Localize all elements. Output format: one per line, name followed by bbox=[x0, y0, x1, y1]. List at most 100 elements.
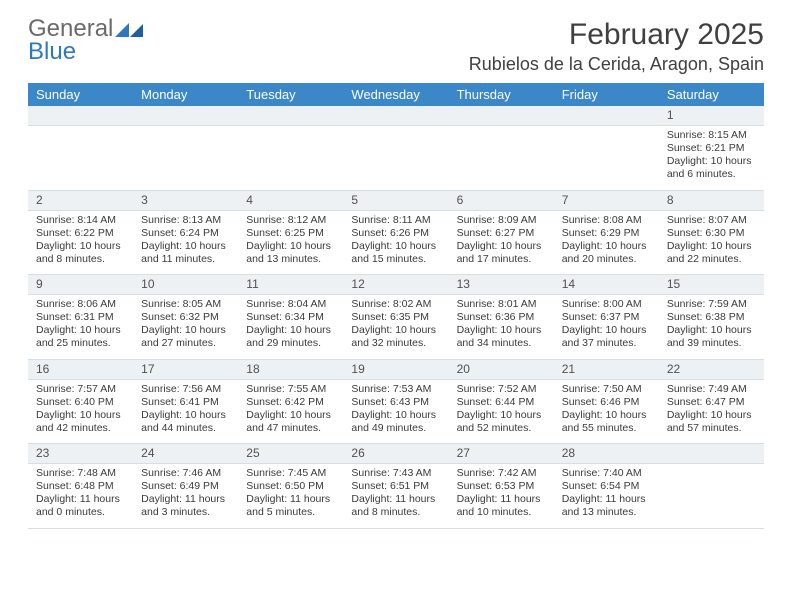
day-data-cell bbox=[133, 126, 238, 191]
sunset-line: Sunset: 6:48 PM bbox=[36, 480, 125, 493]
day-data-cell: Sunrise: 7:43 AMSunset: 6:51 PMDaylight:… bbox=[343, 464, 448, 529]
day-data-cell: Sunrise: 7:40 AMSunset: 6:54 PMDaylight:… bbox=[554, 464, 659, 529]
day-data-cell: Sunrise: 7:49 AMSunset: 6:47 PMDaylight:… bbox=[659, 379, 764, 444]
sunrise-line: Sunrise: 8:04 AM bbox=[246, 298, 335, 311]
day-number-cell: 10 bbox=[133, 275, 238, 295]
weekday-header: Monday bbox=[133, 83, 238, 106]
day-number-cell: 21 bbox=[554, 359, 659, 379]
sunrise-line: Sunrise: 7:49 AM bbox=[667, 383, 756, 396]
day-number-cell: 13 bbox=[449, 275, 554, 295]
day-data-cell: Sunrise: 7:57 AMSunset: 6:40 PMDaylight:… bbox=[28, 379, 133, 444]
day-number-cell: 26 bbox=[343, 444, 448, 464]
day-data-cell: Sunrise: 7:46 AMSunset: 6:49 PMDaylight:… bbox=[133, 464, 238, 529]
sunset-line: Sunset: 6:41 PM bbox=[141, 396, 230, 409]
day-number-cell: 22 bbox=[659, 359, 764, 379]
day-data-cell: Sunrise: 7:55 AMSunset: 6:42 PMDaylight:… bbox=[238, 379, 343, 444]
sunset-line: Sunset: 6:32 PM bbox=[141, 311, 230, 324]
day-data-cell bbox=[28, 126, 133, 191]
day-number-cell: 12 bbox=[343, 275, 448, 295]
weekday-header: Tuesday bbox=[238, 83, 343, 106]
weekday-header: Wednesday bbox=[343, 83, 448, 106]
sunset-line: Sunset: 6:42 PM bbox=[246, 396, 335, 409]
calendar-body: 1Sunrise: 8:15 AMSunset: 6:21 PMDaylight… bbox=[28, 106, 764, 528]
day-data-cell: Sunrise: 7:42 AMSunset: 6:53 PMDaylight:… bbox=[449, 464, 554, 529]
sunrise-line: Sunrise: 7:50 AM bbox=[562, 383, 651, 396]
weekday-header: Sunday bbox=[28, 83, 133, 106]
sunset-line: Sunset: 6:38 PM bbox=[667, 311, 756, 324]
day-number-cell: 5 bbox=[343, 190, 448, 210]
day-data-cell: Sunrise: 8:09 AMSunset: 6:27 PMDaylight:… bbox=[449, 210, 554, 275]
day-data-cell bbox=[238, 126, 343, 191]
weekday-header: Friday bbox=[554, 83, 659, 106]
day-number-cell: 7 bbox=[554, 190, 659, 210]
sunrise-line: Sunrise: 7:43 AM bbox=[351, 467, 440, 480]
sunset-line: Sunset: 6:21 PM bbox=[667, 142, 756, 155]
sunrise-line: Sunrise: 7:46 AM bbox=[141, 467, 230, 480]
day-data-cell: Sunrise: 7:48 AMSunset: 6:48 PMDaylight:… bbox=[28, 464, 133, 529]
sunset-line: Sunset: 6:40 PM bbox=[36, 396, 125, 409]
daylight-line: Daylight: 11 hours and 8 minutes. bbox=[351, 493, 440, 519]
day-number-cell bbox=[133, 106, 238, 126]
day-number-cell: 11 bbox=[238, 275, 343, 295]
daylight-line: Daylight: 10 hours and 37 minutes. bbox=[562, 324, 651, 350]
sunset-line: Sunset: 6:30 PM bbox=[667, 227, 756, 240]
sunrise-line: Sunrise: 8:15 AM bbox=[667, 129, 756, 142]
sunrise-line: Sunrise: 8:00 AM bbox=[562, 298, 651, 311]
sunset-line: Sunset: 6:26 PM bbox=[351, 227, 440, 240]
sunrise-line: Sunrise: 7:59 AM bbox=[667, 298, 756, 311]
day-number-cell: 25 bbox=[238, 444, 343, 464]
daylight-line: Daylight: 10 hours and 15 minutes. bbox=[351, 240, 440, 266]
day-data-cell: Sunrise: 8:15 AMSunset: 6:21 PMDaylight:… bbox=[659, 126, 764, 191]
day-data-cell: Sunrise: 7:53 AMSunset: 6:43 PMDaylight:… bbox=[343, 379, 448, 444]
sunrise-line: Sunrise: 8:11 AM bbox=[351, 214, 440, 227]
daylight-line: Daylight: 10 hours and 11 minutes. bbox=[141, 240, 230, 266]
day-data-cell: Sunrise: 8:02 AMSunset: 6:35 PMDaylight:… bbox=[343, 295, 448, 360]
day-data-cell: Sunrise: 7:50 AMSunset: 6:46 PMDaylight:… bbox=[554, 379, 659, 444]
day-data-cell: Sunrise: 7:52 AMSunset: 6:44 PMDaylight:… bbox=[449, 379, 554, 444]
day-data-cell bbox=[659, 464, 764, 529]
day-number-cell bbox=[28, 106, 133, 126]
day-data-cell: Sunrise: 8:06 AMSunset: 6:31 PMDaylight:… bbox=[28, 295, 133, 360]
daylight-line: Daylight: 10 hours and 17 minutes. bbox=[457, 240, 546, 266]
daylight-line: Daylight: 11 hours and 10 minutes. bbox=[457, 493, 546, 519]
sunset-line: Sunset: 6:34 PM bbox=[246, 311, 335, 324]
day-data-cell bbox=[554, 126, 659, 191]
daylight-line: Daylight: 10 hours and 29 minutes. bbox=[246, 324, 335, 350]
sunrise-line: Sunrise: 8:06 AM bbox=[36, 298, 125, 311]
calendar-table: SundayMondayTuesdayWednesdayThursdayFrid… bbox=[28, 83, 764, 529]
day-data-row: Sunrise: 7:48 AMSunset: 6:48 PMDaylight:… bbox=[28, 464, 764, 529]
day-data-row: Sunrise: 8:06 AMSunset: 6:31 PMDaylight:… bbox=[28, 295, 764, 360]
daylight-line: Daylight: 10 hours and 32 minutes. bbox=[351, 324, 440, 350]
sunrise-line: Sunrise: 8:01 AM bbox=[457, 298, 546, 311]
day-number-cell: 8 bbox=[659, 190, 764, 210]
day-number-cell: 20 bbox=[449, 359, 554, 379]
sunset-line: Sunset: 6:27 PM bbox=[457, 227, 546, 240]
daylight-line: Daylight: 10 hours and 27 minutes. bbox=[141, 324, 230, 350]
daylight-line: Daylight: 10 hours and 34 minutes. bbox=[457, 324, 546, 350]
daylight-line: Daylight: 10 hours and 55 minutes. bbox=[562, 409, 651, 435]
sunrise-line: Sunrise: 7:57 AM bbox=[36, 383, 125, 396]
sunset-line: Sunset: 6:37 PM bbox=[562, 311, 651, 324]
sunset-line: Sunset: 6:36 PM bbox=[457, 311, 546, 324]
sunrise-line: Sunrise: 7:45 AM bbox=[246, 467, 335, 480]
day-number-cell bbox=[343, 106, 448, 126]
sunrise-line: Sunrise: 8:12 AM bbox=[246, 214, 335, 227]
daylight-line: Daylight: 10 hours and 6 minutes. bbox=[667, 155, 756, 181]
day-data-cell bbox=[343, 126, 448, 191]
sunset-line: Sunset: 6:43 PM bbox=[351, 396, 440, 409]
day-number-cell: 2 bbox=[28, 190, 133, 210]
sunrise-line: Sunrise: 8:08 AM bbox=[562, 214, 651, 227]
calendar-page: General Blue February 2025 Rubielos de l… bbox=[0, 0, 792, 547]
sunset-line: Sunset: 6:53 PM bbox=[457, 480, 546, 493]
sunset-line: Sunset: 6:35 PM bbox=[351, 311, 440, 324]
day-number-row: 9101112131415 bbox=[28, 275, 764, 295]
day-data-cell: Sunrise: 7:45 AMSunset: 6:50 PMDaylight:… bbox=[238, 464, 343, 529]
daylight-line: Daylight: 10 hours and 44 minutes. bbox=[141, 409, 230, 435]
day-number-row: 2345678 bbox=[28, 190, 764, 210]
weekday-row: SundayMondayTuesdayWednesdayThursdayFrid… bbox=[28, 83, 764, 106]
day-number-row: 1 bbox=[28, 106, 764, 126]
sunset-line: Sunset: 6:25 PM bbox=[246, 227, 335, 240]
day-data-cell: Sunrise: 7:59 AMSunset: 6:38 PMDaylight:… bbox=[659, 295, 764, 360]
sunset-line: Sunset: 6:22 PM bbox=[36, 227, 125, 240]
day-number-cell: 19 bbox=[343, 359, 448, 379]
